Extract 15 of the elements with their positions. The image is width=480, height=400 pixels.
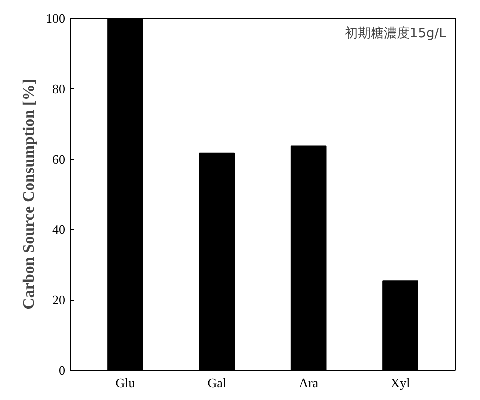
x-tick-label: Gal xyxy=(208,376,227,390)
bar xyxy=(382,280,418,370)
x-tick-label: Ara xyxy=(299,376,319,390)
y-axis-title: Carbon Source Consumption [%] xyxy=(21,79,38,310)
bar xyxy=(290,146,327,370)
y-tick-label: 40 xyxy=(52,222,66,238)
y-tick-label: 80 xyxy=(52,81,66,96)
y-tick-label: 20 xyxy=(52,292,66,308)
x-tick-label: Glu xyxy=(116,376,136,390)
y-tick-label: 60 xyxy=(52,152,66,167)
bar xyxy=(199,152,236,370)
y-tick-label: 100 xyxy=(46,11,66,26)
y-tick-label: 0 xyxy=(59,363,66,378)
annotation: 初期糖濃度15g/L xyxy=(344,26,448,42)
x-tick-label: Xyl xyxy=(390,376,411,390)
